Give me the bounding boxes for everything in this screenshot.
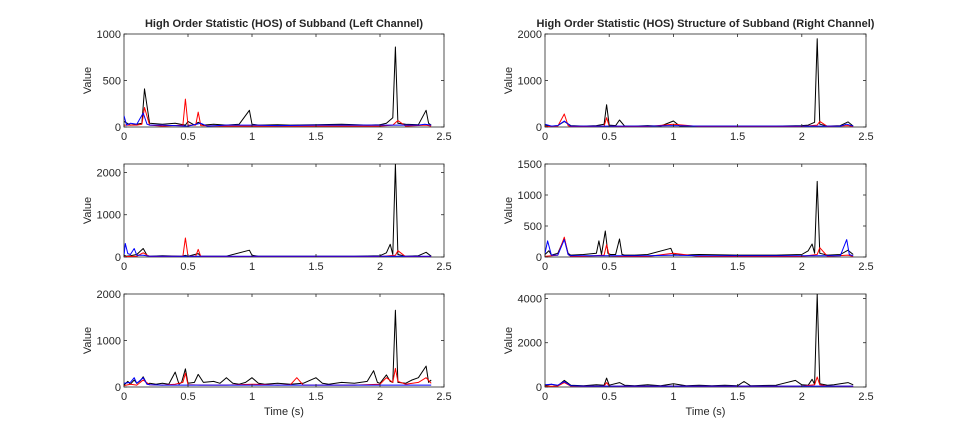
series-line-1 [545, 180, 854, 256]
y-tick-label: 2000 [97, 167, 121, 179]
x-tick-label: 0.5 [180, 391, 195, 403]
y-axis-label: Value [82, 327, 94, 354]
x-tick-label: 2 [799, 261, 805, 273]
y-tick-label: 2000 [518, 338, 542, 350]
y-axis-label: Value [82, 67, 94, 94]
series-line-3 [545, 239, 854, 257]
x-tick-label: 0 [542, 131, 548, 143]
x-tick-label: 0.5 [602, 131, 617, 143]
y-axis-label: Value [503, 197, 515, 224]
chart-title: High Order Statistic (HOS) Structure of … [537, 18, 875, 30]
series-line-3 [124, 112, 432, 127]
axes-box [123, 163, 445, 258]
x-tick-label: 2.5 [858, 391, 873, 403]
x-tick-label: 1 [249, 131, 255, 143]
series-line-3 [124, 377, 432, 386]
x-tick-label: 1.5 [730, 131, 745, 143]
x-tick-label: 1.5 [308, 261, 323, 273]
y-tick-label: 0 [536, 252, 542, 264]
x-tick-label: 2.5 [436, 261, 451, 273]
x-tick-label: 0 [121, 131, 127, 143]
subplot-6: 0 0.5 1 1.5 2 2.5 0 2000 4000 Value Time (s) [503, 293, 874, 418]
series-group [545, 294, 854, 387]
axes-box [123, 293, 445, 388]
y-axis-label: Value [82, 197, 94, 224]
y-tick-label: 500 [103, 76, 121, 88]
x-tick-label: 0 [542, 261, 548, 273]
axes-box [123, 33, 445, 128]
x-tick-label: 1 [249, 391, 255, 403]
x-tick-label: 1 [670, 391, 676, 403]
series-line-3 [545, 381, 854, 387]
x-tick-label: 1 [249, 261, 255, 273]
x-tick-label: 1 [670, 131, 676, 143]
y-tick-label: 0 [536, 382, 542, 394]
subplot-2: 0 0.5 1 1.5 2 2.5 0 1000 2000 Value High Order Sta… [503, 18, 875, 143]
y-tick-label: 1000 [518, 190, 542, 202]
y-tick-label: 1000 [97, 29, 121, 41]
x-tick-label: 0 [121, 261, 127, 273]
series-line-2 [124, 98, 432, 127]
series-line-1 [124, 46, 432, 126]
x-tick-label: 0.5 [602, 261, 617, 273]
y-axis-label: Value [503, 67, 515, 94]
y-tick-label: 1000 [97, 210, 121, 222]
y-tick-label: 0 [115, 382, 121, 394]
x-tick-label: 2 [799, 131, 805, 143]
series-group [124, 46, 432, 127]
x-tick-label: 1.5 [308, 131, 323, 143]
y-tick-label: 0 [115, 252, 121, 264]
chart-title: High Order Statistic (HOS) of Subband (L… [145, 18, 423, 30]
x-tick-label: 1.5 [730, 261, 745, 273]
x-axis-label: Time (s) [264, 406, 304, 418]
series-group [545, 38, 854, 127]
series-line-3 [545, 120, 854, 127]
x-axis-label: Time (s) [686, 406, 726, 418]
series-line-1 [545, 294, 854, 387]
x-tick-label: 2.5 [436, 391, 451, 403]
x-tick-label: 0.5 [180, 131, 195, 143]
series-group [124, 309, 432, 387]
x-tick-label: 0.5 [180, 261, 195, 273]
series-group [545, 180, 854, 257]
x-tick-label: 2 [799, 391, 805, 403]
y-tick-label: 500 [524, 221, 542, 233]
y-tick-label: 2000 [518, 29, 542, 41]
y-tick-label: 1000 [97, 336, 121, 348]
subplot-4: 0 0.5 1 1.5 2 2.5 0 500 1000 1500 Value [503, 159, 874, 273]
x-tick-label: 1.5 [730, 391, 745, 403]
x-tick-label: 1 [670, 261, 676, 273]
series-line-3 [124, 243, 432, 257]
subplot-5: 0 0.5 1 1.5 2 2.5 0 1000 2000 Value Time (s) [82, 289, 452, 418]
series-group [124, 164, 432, 257]
x-tick-label: 0 [121, 391, 127, 403]
y-tick-label: 0 [536, 122, 542, 134]
subplot-3: 0 0.5 1 1.5 2 2.5 0 1000 2000 Value [82, 163, 452, 273]
x-tick-label: 2 [377, 261, 383, 273]
y-tick-label: 1000 [518, 76, 542, 88]
y-tick-label: 1500 [518, 159, 542, 171]
x-tick-label: 2.5 [436, 131, 451, 143]
y-tick-label: 2000 [97, 289, 121, 301]
x-tick-label: 2 [377, 131, 383, 143]
subplot-1: 0 0.5 1 1.5 2 2.5 0 500 1000 Value High Order Stat… [82, 18, 452, 143]
axes-box [544, 293, 867, 388]
x-tick-label: 2.5 [858, 131, 873, 143]
x-tick-label: 2.5 [858, 261, 873, 273]
y-axis-label: Value [503, 327, 515, 354]
x-tick-label: 0 [542, 391, 548, 403]
x-tick-label: 1.5 [308, 391, 323, 403]
x-tick-label: 2 [377, 391, 383, 403]
x-tick-label: 0.5 [602, 391, 617, 403]
y-tick-label: 0 [115, 122, 121, 134]
y-tick-label: 4000 [518, 293, 542, 305]
